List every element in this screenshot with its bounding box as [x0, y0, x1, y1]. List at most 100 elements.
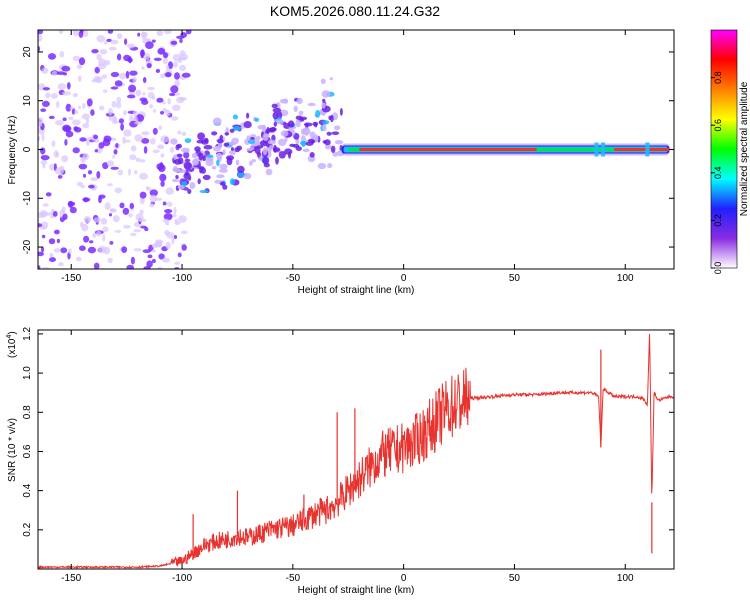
noise-blob	[123, 224, 131, 229]
snr-yscale-exponent: 4	[6, 335, 13, 339]
noise-blob	[178, 215, 187, 223]
noise-blob	[38, 251, 44, 257]
noise-blob	[38, 135, 41, 142]
noise-blob	[106, 183, 113, 187]
noise-blob	[150, 138, 156, 145]
noise-blob	[61, 65, 71, 72]
noise-blob	[106, 160, 115, 167]
colorbar-tick-label: 0.4	[713, 167, 723, 180]
noise-blob	[162, 107, 168, 113]
noise-blob	[42, 203, 49, 207]
cluster-blob	[250, 137, 255, 140]
noise-blob	[63, 125, 72, 132]
noise-blob	[149, 104, 154, 109]
noise-blob	[162, 218, 170, 223]
cluster-blob	[222, 184, 228, 190]
snr-line	[38, 333, 674, 569]
noise-blob	[142, 77, 147, 83]
noise-blob	[174, 261, 181, 265]
noise-blob	[152, 127, 158, 135]
x-tick-label: -150	[61, 273, 81, 284]
noise-blob	[124, 139, 131, 143]
noise-blob	[42, 87, 51, 91]
noise-blob	[123, 129, 132, 137]
noise-blob	[183, 151, 190, 159]
noise-blob	[156, 163, 165, 170]
cluster-blob	[322, 98, 326, 103]
cluster-blob	[219, 163, 228, 170]
colorbar: 0.0 0.2 0.4 0.6 0.8 Normalized spectral ampl…	[710, 29, 750, 274]
noise-blob	[81, 113, 90, 120]
y-tick-label: 0.6	[22, 444, 33, 458]
noise-blob	[69, 106, 74, 110]
noise-blob	[153, 57, 162, 61]
noise-blob	[93, 217, 101, 223]
x-tick-label: 100	[617, 573, 634, 584]
cluster-blob	[211, 165, 217, 170]
noise-blob	[151, 95, 156, 100]
colorbar-tick-label: 0.2	[713, 214, 723, 227]
cluster-blob	[177, 184, 185, 190]
cluster-blob	[244, 138, 251, 145]
colorbar-ticks: 0.0 0.2 0.4 0.6 0.8	[711, 71, 723, 274]
noise-blob	[137, 32, 141, 37]
y-tick-label: -10	[22, 191, 33, 206]
noise-blob	[72, 93, 79, 98]
noise-blob	[160, 73, 166, 79]
noise-blob	[40, 210, 48, 218]
noise-blob	[169, 92, 176, 97]
noise-blob	[91, 49, 99, 54]
noise-blob	[171, 116, 179, 121]
cluster-blob	[321, 90, 331, 98]
noise-blob	[130, 232, 137, 237]
noise-blob	[92, 233, 97, 238]
noise-blob	[165, 187, 174, 195]
x-tick-label: -50	[286, 573, 301, 584]
noise-blob	[134, 121, 143, 125]
noise-blob	[48, 115, 55, 120]
noise-blob	[130, 256, 135, 265]
carrier-bump	[601, 142, 606, 157]
noise-blob	[78, 57, 86, 66]
noise-blob	[88, 184, 95, 189]
cluster-blob	[213, 145, 221, 152]
noise-blob	[87, 136, 93, 140]
cluster-blob	[178, 157, 184, 165]
cluster-blob	[260, 140, 268, 147]
y-tick-label: 0	[22, 146, 33, 152]
noise-blob	[96, 171, 101, 179]
cluster-blob	[175, 175, 179, 179]
noise-blob	[96, 53, 102, 61]
noise-blob	[172, 61, 178, 68]
noise-blob	[69, 206, 77, 214]
noise-blob	[139, 197, 145, 205]
cluster-blob	[292, 143, 300, 148]
noise-blob	[122, 207, 130, 215]
cluster-blob	[262, 156, 270, 165]
cluster-blob	[272, 111, 279, 120]
noise-blob	[40, 108, 47, 112]
snr-yscale-base: (x10	[7, 338, 18, 358]
cluster-blob	[295, 119, 301, 128]
snr-panel: -150 -100 -50 0 50 100 0.2 0.4 0.6 0.8 1.0 1.2 Heig…	[6, 327, 675, 596]
noise-blob	[49, 257, 56, 263]
noise-blob	[180, 230, 188, 235]
cluster-blob	[203, 144, 213, 150]
noise-blob	[51, 71, 58, 76]
cluster-blob	[322, 123, 327, 132]
noise-blob	[112, 154, 116, 159]
cluster-blob	[262, 147, 268, 155]
x-tick-label: 0	[401, 273, 407, 284]
cluster-blob	[211, 131, 218, 136]
noise-blob	[130, 145, 137, 152]
noise-blob	[124, 38, 128, 45]
noise-blob	[45, 192, 52, 197]
noise-blob	[78, 163, 88, 170]
cluster-blob	[272, 107, 282, 113]
noise-blob	[160, 111, 164, 115]
cluster-blob	[203, 137, 209, 143]
snr-axes: -150 -100 -50 0 50 100 0.2 0.4 0.6 0.8 1.0 1.2	[22, 327, 674, 584]
cluster-blob	[183, 172, 191, 180]
cluster-blob	[231, 137, 240, 145]
noise-blob	[51, 140, 56, 147]
